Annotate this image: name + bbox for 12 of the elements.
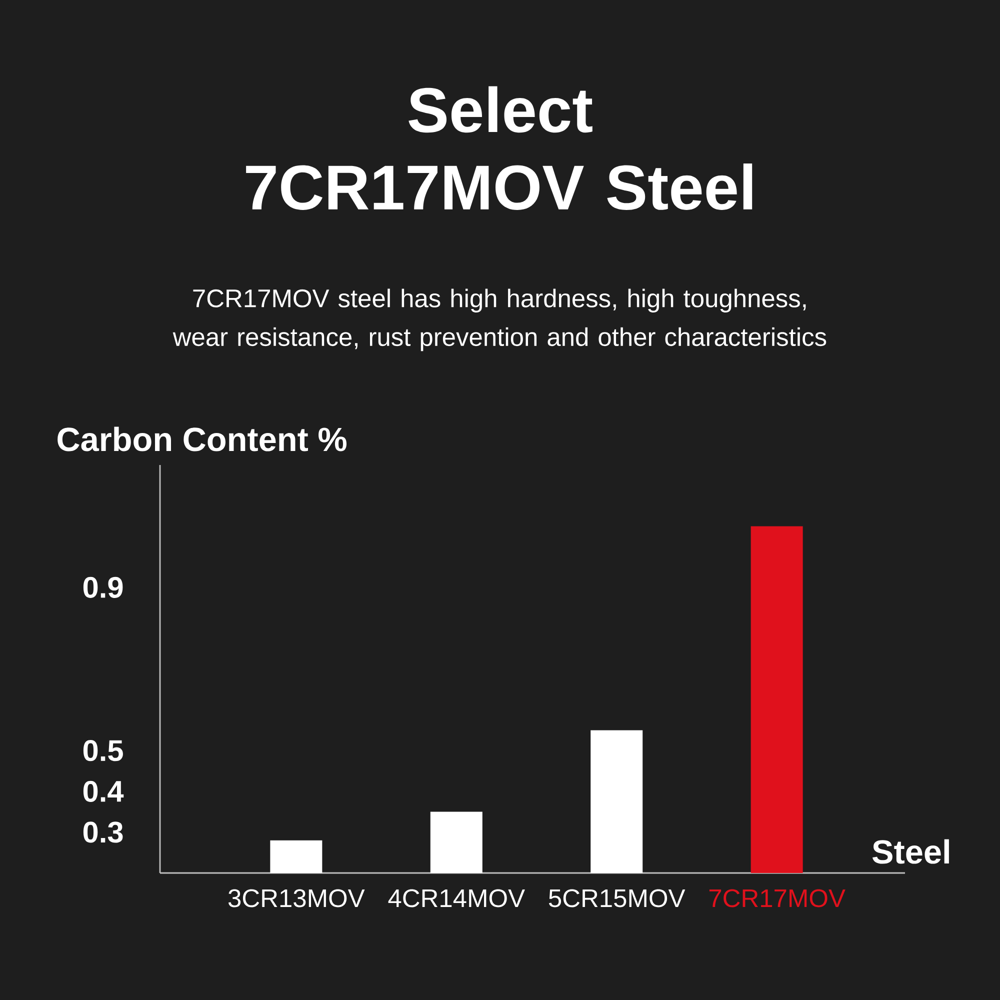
y-tick-label: 0.4	[83, 780, 124, 802]
x-tick-label: 7CR17MOV	[709, 889, 846, 908]
x-tick-label: 4CR14MOV	[388, 889, 525, 908]
x-tick-label: 3CR13MOV	[228, 889, 365, 908]
y-tick-label: 0.9	[83, 576, 123, 598]
x-axis-title: Steel	[872, 839, 949, 864]
y-axis-title: Carbon Content %	[58, 426, 347, 452]
chart-subtitle: 7CR17MOV steel has high hardness, high toughness, wear resistance, rust prevention and other characteristics	[172, 288, 826, 352]
y-tick-label: 0.5	[83, 740, 123, 762]
x-tick-label: 5CR15MOV	[548, 889, 686, 908]
chart-title: Select 7CR17MOV Steel	[246, 86, 752, 210]
y-tick-label: 0.3	[83, 822, 123, 843]
